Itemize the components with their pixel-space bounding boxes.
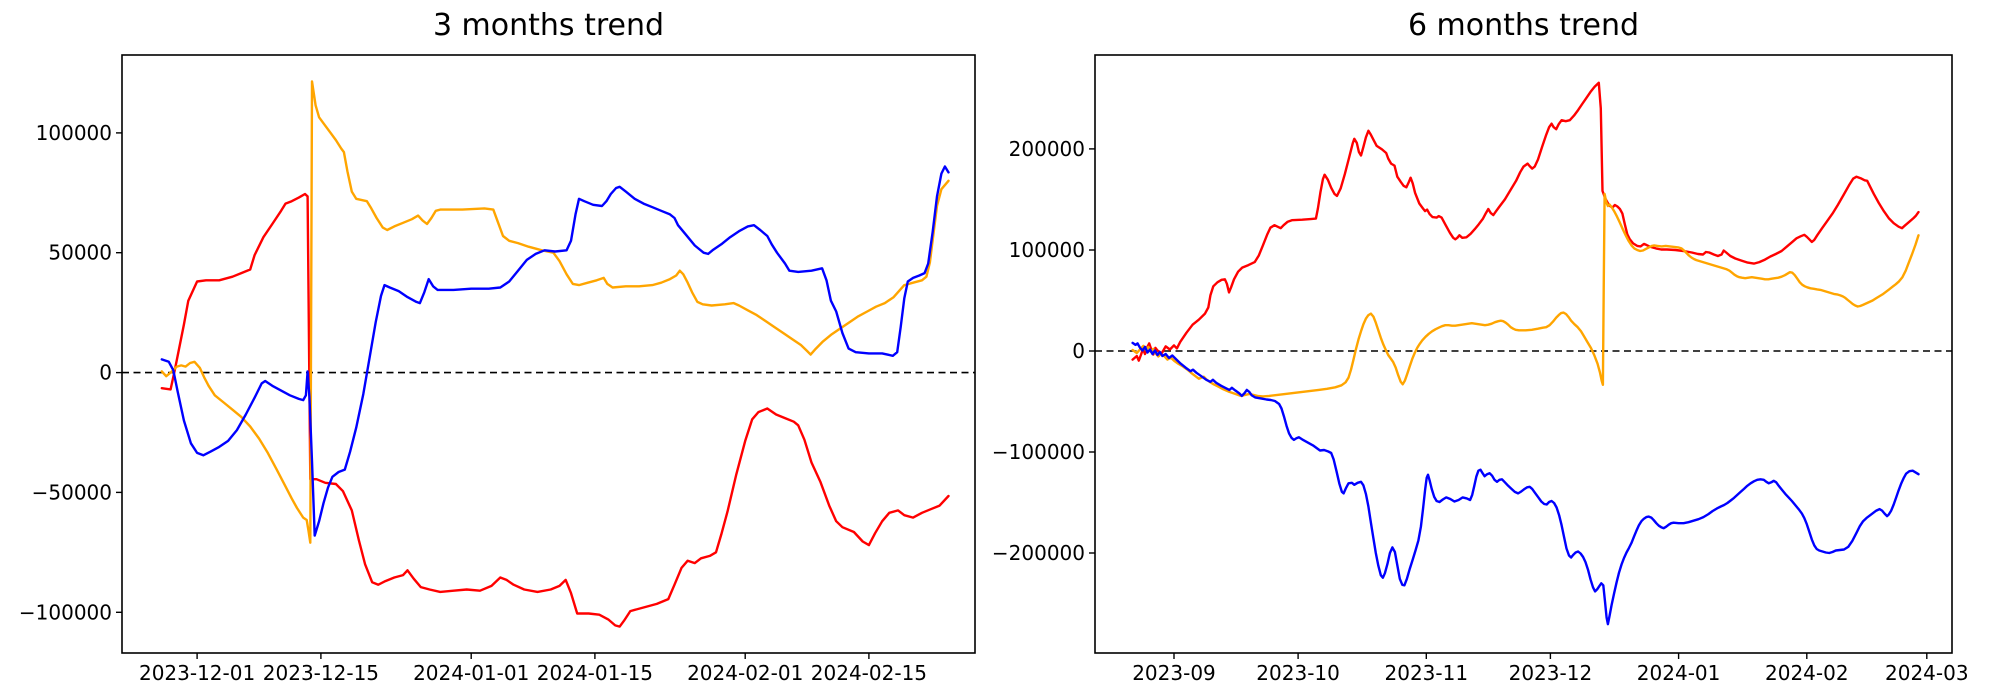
x-tick-label: 2024-02-01: [687, 661, 803, 685]
chart-3-months-trend: 100000 50000 0 −50000 −100000 2023-12-01 2023-…: [19, 54, 976, 685]
x-tick-label: 2023-12-15: [263, 661, 379, 685]
y-tick-label: 100000: [36, 121, 112, 145]
chart-title-3-months: 3 months trend: [432, 8, 665, 43]
plot-border: [121, 54, 976, 654]
x-tick-label: 2024-02-15: [811, 661, 927, 685]
x-tick-label: 2024-01-01: [413, 661, 529, 685]
series-line-blue: [1131, 341, 1920, 626]
chart-title-6-months: 6 months trend: [1407, 8, 1640, 43]
x-tick-label: 2023-12-01: [139, 661, 255, 685]
x-tick-label: 2023-10: [1256, 661, 1340, 685]
y-tick-label: −100000: [19, 600, 112, 624]
series-line-red: [160, 192, 950, 628]
x-tick-label: 2024-03: [1885, 661, 1969, 685]
x-tick-label: 2023-09: [1132, 661, 1216, 685]
y-tick-label: 200000: [1009, 137, 1085, 161]
y-tick-label: −50000: [32, 480, 112, 504]
series-line-blue: [160, 165, 950, 537]
y-tick-label: 0: [99, 361, 112, 385]
plot-border: [1094, 54, 1953, 654]
x-tick-label: 2024-01-15: [537, 661, 653, 685]
x-tick-label: 2023-12: [1509, 661, 1593, 685]
series-line-red: [1131, 81, 1920, 362]
x-tick-label: 2024-01: [1637, 661, 1721, 685]
y-tick-label: −100000: [992, 440, 1085, 464]
series-line-orange: [160, 80, 950, 544]
y-tick-label: 100000: [1009, 238, 1085, 262]
chart-6-months-trend: 200000 100000 0 −100000 −200000 2023-09 2023-1…: [992, 54, 1969, 685]
y-tick-label: −200000: [992, 541, 1085, 565]
x-tick-label: 2024-02: [1765, 661, 1849, 685]
series-line-orange: [1131, 192, 1920, 398]
y-tick-label: 50000: [48, 241, 112, 265]
x-tick-label: 2023-11: [1385, 661, 1469, 685]
y-tick-label: 0: [1072, 339, 1085, 363]
